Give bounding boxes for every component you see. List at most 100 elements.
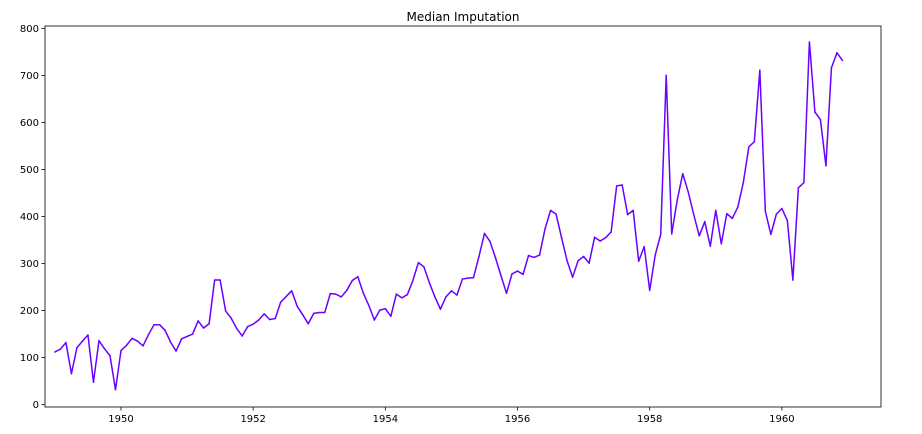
data-point <box>643 245 645 248</box>
data-point <box>241 335 243 337</box>
data-point <box>351 279 354 282</box>
data-point <box>687 191 689 193</box>
data-point <box>588 262 590 264</box>
y-tick-label: 600 <box>20 118 39 129</box>
data-point <box>775 213 778 215</box>
x-tick-label: 1956 <box>505 414 530 425</box>
data-point <box>560 236 563 239</box>
data-point <box>500 275 502 277</box>
data-point <box>715 209 717 212</box>
data-point <box>582 255 585 258</box>
data-point <box>324 311 326 314</box>
data-point <box>395 293 398 295</box>
data-point <box>169 341 172 343</box>
data-point <box>599 240 601 242</box>
data-point <box>120 349 122 352</box>
data-point <box>676 199 678 201</box>
data-point <box>439 308 442 310</box>
chart-title: Median Imputation <box>407 10 520 24</box>
data-point <box>92 381 95 383</box>
data-point <box>230 317 232 319</box>
data-point <box>318 311 321 314</box>
data-point <box>709 245 712 247</box>
data-point <box>511 273 513 275</box>
data-point <box>841 59 844 62</box>
data-point <box>626 213 629 216</box>
data-point <box>65 341 67 344</box>
data-point <box>301 314 304 316</box>
data-point <box>604 236 607 239</box>
data-point <box>748 146 750 148</box>
data-point <box>825 164 827 167</box>
data-point <box>693 213 695 216</box>
data-point <box>417 261 420 264</box>
data-point <box>423 266 425 268</box>
data-point <box>274 317 276 320</box>
data-point <box>786 219 789 222</box>
data-point <box>456 294 458 296</box>
x-tick-label: 1958 <box>637 414 662 425</box>
data-point <box>544 227 546 230</box>
data-point <box>307 322 309 325</box>
y-tick-label: 0 <box>33 400 39 411</box>
data-point <box>659 233 662 236</box>
data-point <box>478 255 480 258</box>
data-point <box>373 319 376 321</box>
data-point <box>175 350 177 352</box>
data-point <box>808 41 811 43</box>
data-point <box>461 278 464 280</box>
data-point <box>379 309 381 311</box>
data-point <box>136 340 139 342</box>
data-point <box>494 257 497 259</box>
y-tick-label: 700 <box>20 71 39 82</box>
data-point <box>219 279 221 281</box>
y-axis: 0 100 200 300 400 500 600 700 800 <box>20 24 45 411</box>
data-point <box>368 304 370 307</box>
data-point <box>759 69 761 71</box>
data-point <box>472 276 475 279</box>
data-point <box>483 232 486 235</box>
data-point <box>770 233 772 236</box>
data-point <box>797 187 800 189</box>
data-point <box>637 260 640 262</box>
data-point <box>803 181 805 184</box>
data-point <box>665 74 667 77</box>
data-point <box>197 320 199 322</box>
data-point <box>191 333 194 335</box>
data-point <box>406 293 409 296</box>
data-point <box>445 296 447 298</box>
data-point <box>632 209 634 212</box>
data-point <box>153 323 155 326</box>
data-point <box>792 279 794 281</box>
data-point <box>131 337 133 340</box>
data-point <box>313 312 315 315</box>
data-point <box>213 279 216 281</box>
y-tick-label: 100 <box>20 353 39 364</box>
data-point <box>54 351 56 353</box>
data-point <box>186 335 188 338</box>
data-point <box>726 212 728 215</box>
data-point <box>681 172 684 175</box>
data-point <box>164 329 166 332</box>
data-point <box>81 340 84 342</box>
data-point <box>59 348 62 350</box>
data-point <box>533 256 535 259</box>
data-point <box>814 111 816 113</box>
x-axis: 1950 1952 1954 1956 1958 1960 <box>108 407 795 425</box>
data-point <box>357 275 359 278</box>
data-point <box>224 310 227 312</box>
y-tick-label: 400 <box>20 212 39 223</box>
data-point <box>202 327 205 329</box>
data-point <box>401 297 403 299</box>
data-point <box>246 325 249 328</box>
data-point <box>538 254 541 256</box>
data-point <box>450 290 453 292</box>
y-tick-label: 300 <box>20 259 39 270</box>
data-point <box>577 259 579 262</box>
data-point <box>489 240 491 243</box>
data-point <box>114 388 117 391</box>
data-point <box>527 254 530 257</box>
data-point <box>819 118 822 121</box>
data-point <box>279 301 282 303</box>
x-tick-label: 1954 <box>373 414 398 425</box>
